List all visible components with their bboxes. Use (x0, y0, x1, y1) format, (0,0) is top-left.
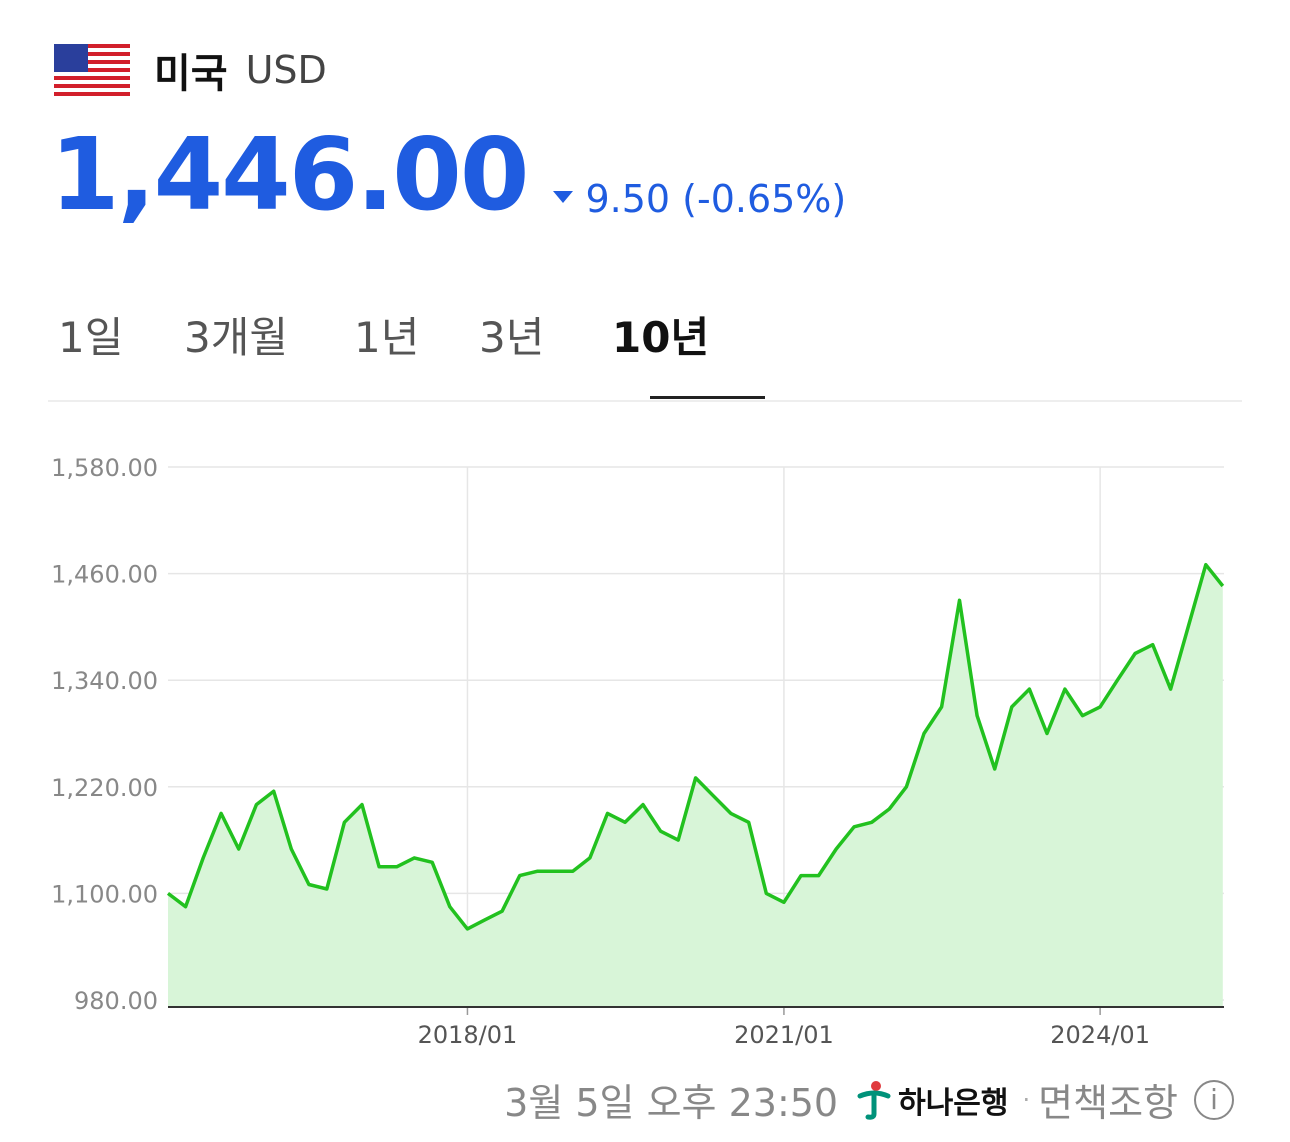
exchange-rate-chart: 1,580.00 1,460.00 1,340.00 1,220.00 1,100.00… (51, 454, 1225, 1049)
tab-3-months[interactable]: 3개월 (184, 313, 289, 362)
x-tick-label: 2021/01 (734, 1021, 834, 1049)
y-tick-label: 1,340.00 (51, 667, 158, 695)
bank-name: 하나은행 (898, 1085, 1009, 1121)
series-area-fill (168, 564, 1223, 1007)
country-name: 미국 (154, 51, 228, 97)
active-tab-indicator (650, 396, 765, 399)
update-timestamp: 3월 5일 오후 23:50 (504, 1081, 839, 1125)
info-icon[interactable]: i (1194, 1079, 1234, 1120)
y-tick-label: 1,460.00 (51, 561, 158, 589)
down-arrow-icon (553, 191, 574, 203)
hana-bank-icon (857, 1080, 891, 1120)
currency-code: USD (245, 48, 327, 92)
x-tick-label: 2018/01 (418, 1021, 518, 1049)
period-tabs: 1일 3개월 1년 3년 10년 (48, 300, 1242, 402)
currency-header: 미국 USD (54, 40, 327, 100)
price-change-value: 9.50 (-0.65%) (585, 177, 847, 221)
bank-logo: 하나은행 (856, 1078, 1009, 1122)
disclaimer-link[interactable]: 면책조항 (1038, 1081, 1178, 1125)
price-change: 9.50 (-0.65%) (553, 177, 846, 221)
x-tick-label: 2024/01 (1050, 1021, 1150, 1049)
separator: · (1022, 1085, 1031, 1114)
chart-footer: 3월 5일 오후 23:50 하나은행 · 면책조항 i (504, 1072, 1234, 1127)
quote-row: 1,446.00 9.50 (-0.65%) (50, 125, 846, 225)
tab-3-years[interactable]: 3년 (479, 313, 545, 362)
series-line (166, 562, 1225, 931)
tab-1-day[interactable]: 1일 (58, 313, 124, 362)
us-flag-icon (54, 44, 130, 96)
tab-10-years[interactable]: 10년 (612, 313, 710, 362)
y-tick-label: 1,580.00 (51, 454, 158, 482)
current-price: 1,446.00 (50, 116, 529, 233)
y-tick-label: 1,220.00 (51, 774, 158, 802)
tab-1-year[interactable]: 1년 (354, 313, 420, 362)
y-tick-label: 980.00 (74, 987, 158, 1015)
y-tick-label: 1,100.00 (51, 880, 158, 908)
